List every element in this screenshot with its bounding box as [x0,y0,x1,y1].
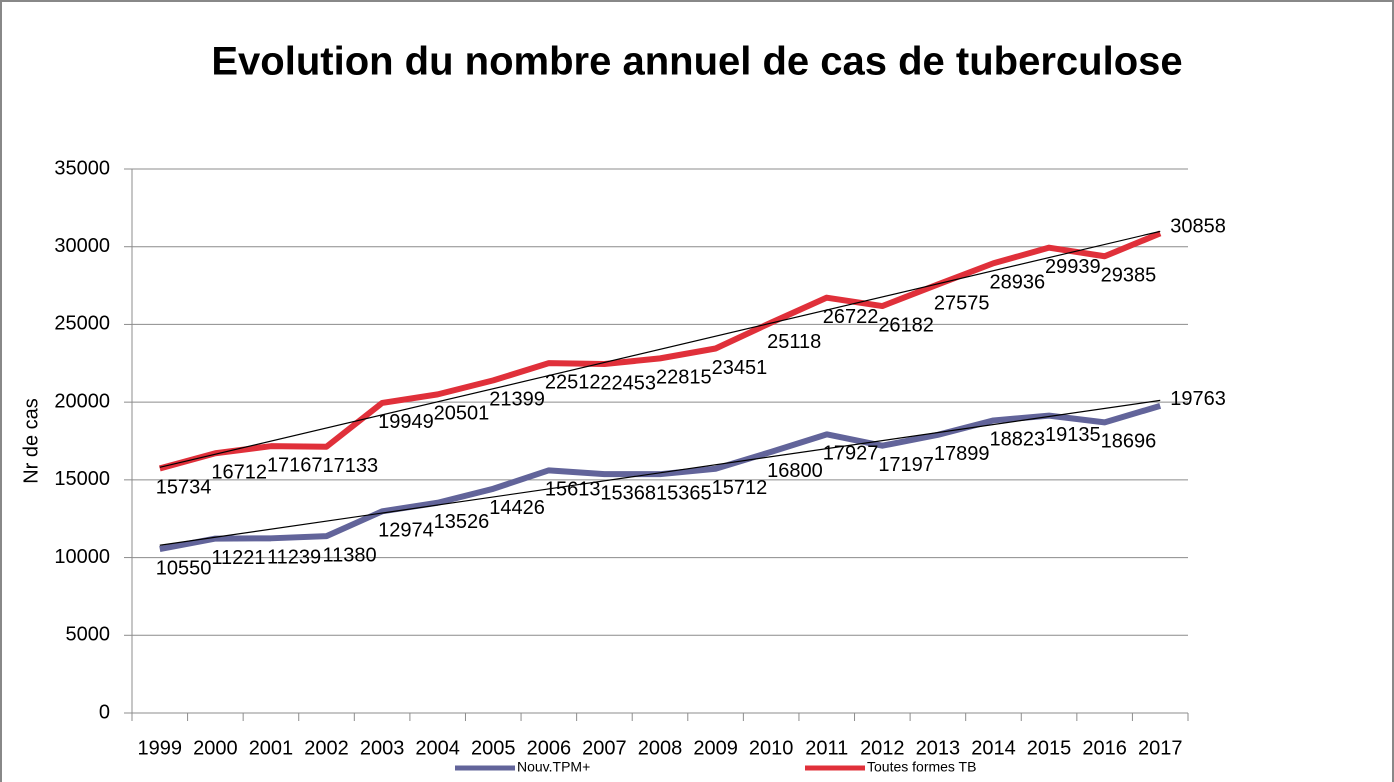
x-tick-label: 2004 [415,737,460,759]
y-tick-label: 0 [99,701,110,723]
y-tick-label: 5000 [66,624,111,646]
data-label: 11380 [323,544,377,566]
x-tick-label: 2007 [582,737,627,759]
x-tick-label: 2009 [693,737,738,759]
x-tick-label: 2002 [304,737,349,759]
data-label: 16712 [211,462,267,484]
legend-label: Nouv.TPM+ [517,759,590,775]
series-line [158,230,1162,472]
data-label: 14426 [489,497,545,519]
data-label: 13526 [434,511,490,533]
trend-line [159,230,1161,468]
x-tick-label: 1999 [138,737,183,759]
data-label: 29939 [1045,256,1101,278]
data-label: 11221 [211,547,265,569]
legend-label: Toutes formes TB [867,759,976,775]
x-tick-label: 2008 [638,737,683,759]
data-label: 29385 [1101,265,1157,287]
data-label: 11239 [267,547,321,569]
data-label: 18823 [989,429,1045,451]
data-label: 21399 [489,389,545,411]
y-tick-label: 35000 [54,157,110,179]
x-tick-label: 2011 [805,737,848,759]
data-label: 17133 [323,455,379,477]
data-label: 19763 [1170,388,1226,410]
x-tick-label: 2014 [971,737,1016,759]
y-tick-label: 30000 [54,235,110,257]
data-label: 17927 [823,443,879,465]
x-tick-label: 2001 [249,737,294,759]
data-label: 15613 [545,479,601,501]
data-label: 15734 [156,477,212,499]
data-label: 17899 [934,443,990,465]
x-tick-label: 2012 [860,737,905,759]
y-tick-label: 20000 [54,390,110,412]
trend-line [159,399,1161,546]
series-line [159,402,1162,552]
x-tick-label: 2016 [1082,737,1127,759]
x-tick-label: 2000 [193,737,238,759]
y-axis-label: Nr de cas [20,398,42,484]
x-tick-label: 2015 [1027,737,1072,759]
data-label: 20501 [434,403,490,425]
data-label: 17197 [878,454,934,476]
data-label: 16800 [767,460,823,482]
x-tick-label: 2005 [471,737,516,759]
data-label: 19949 [378,411,434,433]
data-label: 26722 [823,306,879,328]
data-label: 10550 [156,557,212,579]
data-label: 15368 [600,482,656,504]
x-tick-label: 2003 [360,737,405,759]
data-label: 28936 [989,272,1045,294]
x-tick-label: 2010 [749,737,794,759]
data-label: 27575 [934,293,990,315]
x-tick-label: 2013 [916,737,961,759]
data-label: 23451 [712,357,768,379]
data-label: 22815 [656,367,712,389]
data-label: 17167 [267,454,323,476]
data-label: 19135 [1045,424,1101,446]
x-tick-label: 2006 [527,737,572,759]
data-label: 22512 [545,371,601,393]
data-label: 15712 [712,477,768,499]
x-tick-label: 2017 [1138,737,1183,759]
data-label: 30858 [1170,216,1226,238]
y-tick-label: 15000 [54,468,110,490]
chart-title: Evolution du nombre annuel de cas de tub… [211,40,1182,84]
data-label: 18696 [1101,431,1157,453]
y-tick-label: 25000 [54,313,110,335]
data-label: 15365 [656,482,712,504]
data-label: 26182 [878,314,934,336]
y-tick-label: 10000 [54,546,110,568]
data-label: 12974 [378,520,434,542]
data-label: 25118 [767,331,821,353]
data-label: 22453 [600,372,656,394]
